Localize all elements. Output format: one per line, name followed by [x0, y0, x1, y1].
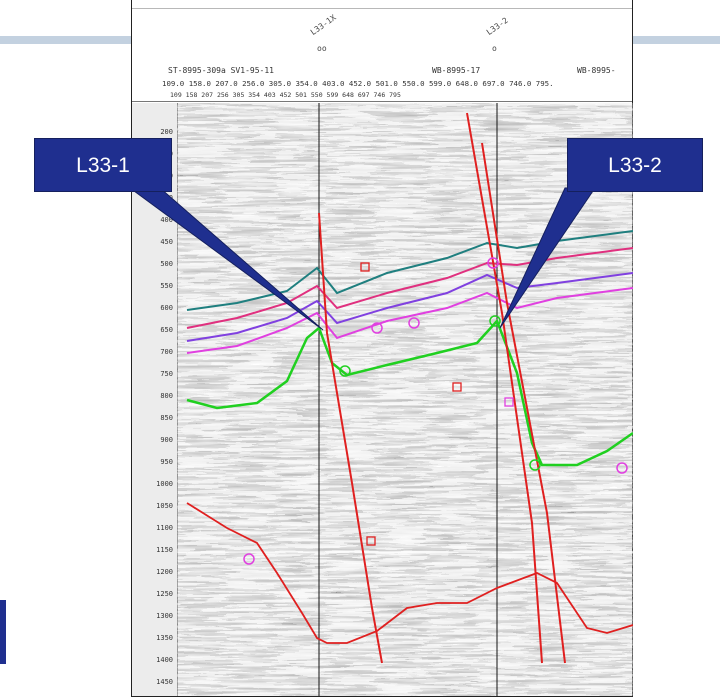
marker [339, 365, 351, 377]
axis-line [132, 101, 632, 102]
depth-tick: 1200 [156, 568, 173, 576]
depth-tick: 850 [160, 414, 173, 422]
depth-tick: 1100 [156, 524, 173, 532]
depth-tick: 1450 [156, 678, 173, 686]
depth-tick: 400 [160, 216, 173, 224]
marker [371, 322, 383, 334]
depth-tick: 1150 [156, 546, 173, 554]
marker [243, 553, 255, 565]
horizon-teal [186, 230, 633, 311]
depth-tick: 1250 [156, 590, 173, 598]
depth-tick: 950 [160, 458, 173, 466]
depth-tick: 450 [160, 238, 173, 246]
seismic-panel: L33-1X L33-2 oo o ST-8995-309a SV1-95-11… [131, 0, 633, 697]
depth-tick: 500 [160, 260, 173, 268]
callout-label-2: L33-2 [567, 138, 703, 192]
depth-tick: 900 [160, 436, 173, 444]
marker [529, 459, 541, 471]
left-edge-decoration [0, 600, 6, 664]
trace-label-row: 109.0 158.0 207.0 256.0 305.0 354.0 403.… [162, 79, 554, 88]
well-name-row-3: WB-8995- [577, 66, 616, 75]
depth-tick: 200 [160, 128, 173, 136]
fault-2 [466, 112, 543, 664]
marker [616, 462, 628, 474]
horizon-green [186, 318, 633, 467]
marker [452, 382, 462, 392]
depth-tick: 1350 [156, 634, 173, 642]
callout-label-1: L33-1 [34, 138, 172, 192]
well-mark-2: o [492, 44, 497, 53]
trace-tick-row: 109 158 207 256 305 354 403 452 501 550 … [170, 91, 401, 99]
header-separator [132, 8, 632, 9]
depth-tick: 1300 [156, 612, 173, 620]
marker [408, 317, 420, 329]
marker [489, 315, 501, 327]
marker [504, 397, 514, 407]
well-name-row-1: ST-8995-309a SV1-95-11 [168, 66, 274, 75]
marker [487, 257, 499, 269]
fault-3 [481, 142, 566, 664]
depth-tick: 700 [160, 348, 173, 356]
depth-tick: 650 [160, 326, 173, 334]
well-mark-1: oo [317, 44, 327, 53]
seismic-section [177, 103, 633, 696]
fault-1 [318, 212, 383, 664]
depth-tick: 1050 [156, 502, 173, 510]
well-name-row-2: WB-8995-17 [432, 66, 481, 75]
depth-tick: 750 [160, 370, 173, 378]
depth-tick: 1000 [156, 480, 173, 488]
depth-tick: 800 [160, 392, 173, 400]
depth-tick: 600 [160, 304, 173, 312]
horizon-purple [186, 272, 633, 342]
marker [360, 262, 370, 272]
depth-tick: 550 [160, 282, 173, 290]
horizon-red-deep [186, 502, 633, 644]
marker [366, 536, 376, 546]
depth-tick: 1400 [156, 656, 173, 664]
horizon-magenta [186, 287, 633, 354]
